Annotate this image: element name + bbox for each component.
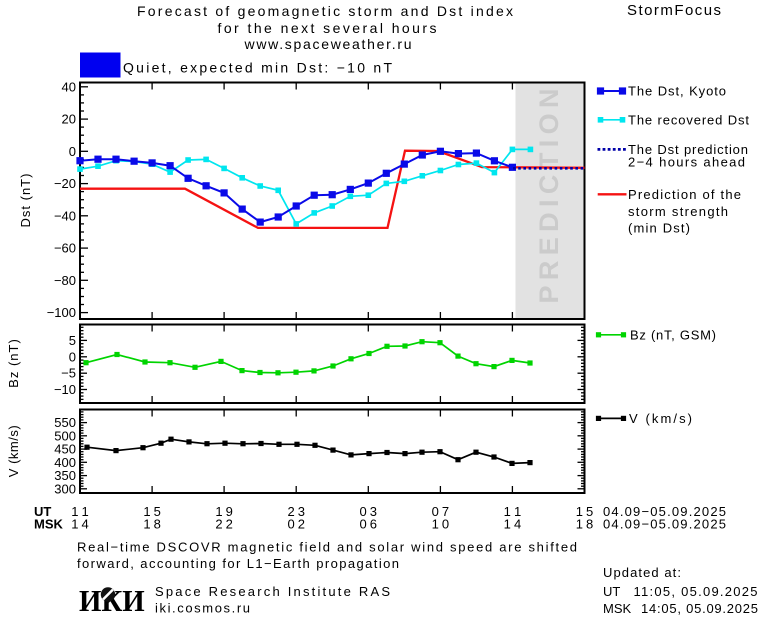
svg-text:Space Research Institute RAS: Space Research Institute RAS [155, 584, 390, 599]
svg-text:04.09−05.09.2025: 04.09−05.09.2025 [603, 504, 726, 519]
svg-text:−40: −40 [54, 208, 76, 223]
svg-text:2−4 hours ahead: 2−4 hours ahead [628, 154, 745, 169]
svg-text:(min Dst): (min Dst) [628, 221, 690, 236]
svg-text:−80: −80 [54, 273, 76, 288]
svg-text:storm strength: storm strength [628, 204, 728, 219]
svg-text:Dst (nT): Dst (nT) [18, 173, 33, 228]
svg-text:V (km/s): V (km/s) [6, 425, 21, 477]
svg-text:Bz (nT, GSM): Bz (nT, GSM) [630, 327, 716, 342]
svg-text:−100: −100 [47, 305, 76, 320]
svg-text:V (km/s): V (km/s) [629, 411, 692, 426]
svg-text:Quiet, expected min Dst: −10 n: Quiet, expected min Dst: −10 nT [123, 60, 392, 76]
svg-text:20: 20 [62, 112, 76, 127]
svg-text:for the next several hours: for the next several hours [218, 20, 437, 36]
svg-text:PREDICTION: PREDICTION [534, 84, 564, 304]
svg-text:MSK: MSK [34, 517, 64, 532]
svg-text:MSK: MSK [603, 601, 632, 616]
svg-text:14:05, 05.09.2025: 14:05, 05.09.2025 [641, 601, 758, 616]
svg-text:UT: UT [603, 584, 620, 599]
svg-text:−60: −60 [54, 241, 76, 256]
svg-text:forward, accounting for L1−Ear: forward, accounting for L1−Earth propaga… [77, 556, 399, 571]
svg-text:−5: −5 [61, 366, 76, 381]
svg-text:−10: −10 [54, 382, 76, 397]
svg-text:11:05, 05.09.2025: 11:05, 05.09.2025 [634, 584, 758, 599]
svg-text:04.09−05.09.2025: 04.09−05.09.2025 [603, 517, 726, 532]
svg-text:0: 0 [69, 144, 76, 159]
svg-text:550: 550 [54, 415, 76, 430]
svg-text:UT: UT [34, 504, 51, 519]
svg-text:Prediction of the: Prediction of the [628, 187, 741, 202]
svg-text:40: 40 [62, 79, 76, 94]
svg-text:Real−time DSCOVR magnetic fiel: Real−time DSCOVR magnetic field and sola… [77, 540, 577, 555]
svg-text:5: 5 [69, 333, 76, 348]
svg-text:300: 300 [54, 481, 76, 496]
svg-text:The recovered Dst: The recovered Dst [628, 112, 749, 127]
svg-text:−20: −20 [54, 176, 76, 191]
svg-text:400: 400 [54, 455, 76, 470]
svg-text:0: 0 [69, 349, 76, 364]
svg-text:Bz (nT): Bz (nT) [6, 338, 21, 388]
svg-text:The Dst, Kyoto: The Dst, Kyoto [628, 84, 726, 99]
svg-text:The Dst prediction: The Dst prediction [628, 142, 748, 157]
svg-text:www.spaceweather.ru: www.spaceweather.ru [244, 36, 412, 52]
svg-text:iki.cosmos.ru: iki.cosmos.ru [155, 601, 250, 616]
svg-text:500: 500 [54, 428, 76, 443]
svg-text:450: 450 [54, 442, 76, 457]
svg-text:350: 350 [54, 468, 76, 483]
svg-text:StormFocus: StormFocus [627, 2, 721, 19]
